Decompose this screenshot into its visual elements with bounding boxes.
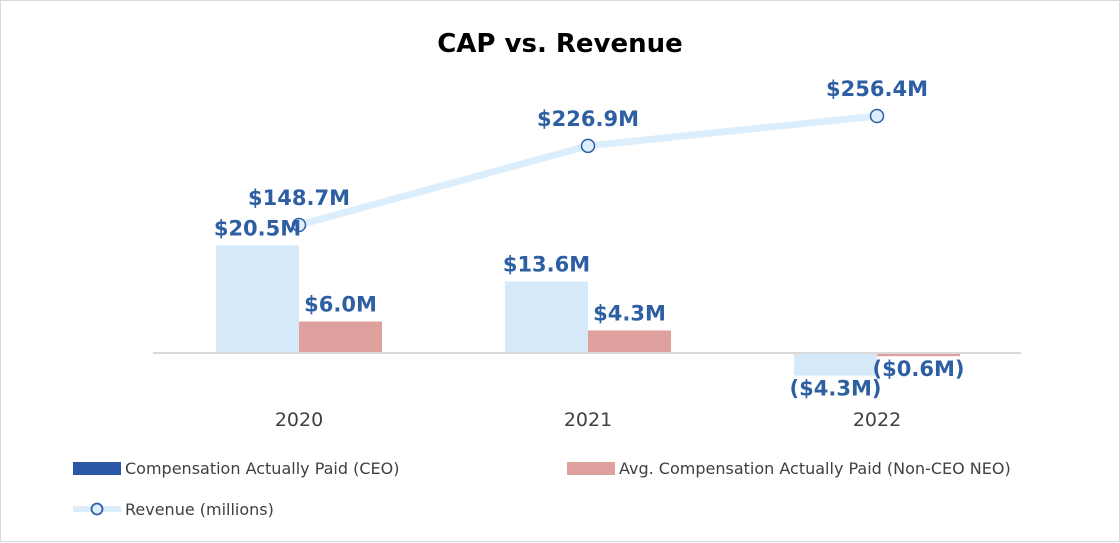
x-tick-2020: 2020 — [275, 409, 323, 431]
legend-item-0-label: Compensation Actually Paid (CEO) — [125, 459, 399, 478]
x-axis-ticks: 2020 2021 2022 — [275, 409, 901, 431]
revenue-label-2022: $256.4M — [826, 77, 928, 101]
bar-2022-series-0 — [794, 353, 877, 376]
legend-item-1-label: Avg. Compensation Actually Paid (Non-CEO… — [619, 459, 1011, 478]
legend: Compensation Actually Paid (CEO) Avg. Com… — [73, 459, 1011, 519]
revenue-line — [298, 112, 878, 229]
legend-item-2-marker — [90, 502, 104, 516]
legend-item-1: Avg. Compensation Actually Paid (Non-CEO… — [567, 459, 1011, 478]
revenue-label-2020: $148.7M — [248, 186, 350, 210]
bar-label-2020-series-0: $20.5M — [214, 216, 301, 240]
bar-group — [216, 245, 960, 376]
revenue-point-2021 — [580, 138, 596, 154]
bar-2020-series-1 — [299, 321, 382, 353]
legend-item-0: Compensation Actually Paid (CEO) — [73, 459, 399, 478]
legend-item-2-label: Revenue (millions) — [125, 500, 274, 519]
legend-item-0-swatch — [73, 462, 121, 475]
legend-item-2: Revenue (millions) — [73, 500, 274, 519]
data-label-group: $20.5M $13.6M ($4.3M) $6.0M $4.3M ($0.6M) $148… — [214, 77, 965, 401]
x-tick-2021: 2021 — [564, 409, 612, 431]
x-tick-2022: 2022 — [853, 409, 901, 431]
revenue-point-2022 — [869, 108, 885, 124]
bar-2020-series-0 — [216, 245, 299, 353]
chart-title: CAP vs. Revenue — [437, 29, 683, 59]
revenue-label-2021: $226.9M — [537, 107, 639, 131]
bar-2021-series-0 — [505, 281, 588, 353]
bar-label-2021-series-0: $13.6M — [503, 253, 590, 277]
bar-label-2020-series-1: $6.0M — [304, 293, 377, 317]
legend-item-1-swatch — [567, 462, 615, 475]
bar-label-2022-series-0: ($4.3M) — [790, 377, 882, 401]
revenue-line-group — [291, 108, 885, 233]
bar-label-2021-series-1: $4.3M — [593, 301, 666, 325]
revenue-point-2020 — [291, 217, 307, 233]
bar-2022-series-1 — [877, 353, 960, 357]
bar-label-2022-series-1: ($0.6M) — [873, 357, 965, 381]
bar-2021-series-1 — [588, 330, 671, 353]
